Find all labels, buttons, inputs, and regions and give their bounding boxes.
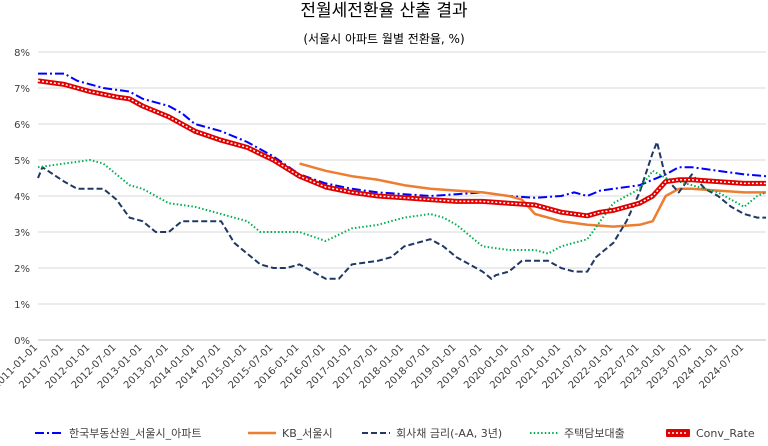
- legend-label: 한국부동산원_서울시_아파트: [69, 427, 201, 440]
- y-tick-label: 2%: [14, 264, 30, 275]
- legend-item: 주택담보대출: [530, 427, 625, 440]
- series-line-4: [37, 159, 767, 255]
- y-tick-label: 6%: [14, 120, 30, 131]
- series-line-5: [37, 78, 766, 219]
- y-tick-label: 4%: [14, 192, 30, 203]
- chart-title: 전월세전환율 산출 결과: [300, 1, 468, 21]
- legend: 한국부동산원_서울시_아파트 KB_서울시 회사채 금리(-AA, 3년) 주택담보대…: [35, 427, 755, 440]
- plot-area: [37, 72, 767, 280]
- legend-label: 회사채 금리(-AA, 3년): [396, 427, 502, 440]
- series-line-1: [38, 72, 767, 199]
- legend-item: KB_서울시: [248, 427, 333, 440]
- y-tick-label: 0%: [14, 336, 30, 347]
- y-tick-label: 3%: [14, 228, 30, 239]
- legend-item: 회사채 금리(-AA, 3년): [362, 427, 502, 440]
- series-line-2: [299, 162, 766, 228]
- chart-subtitle: (서울시 아파트 월별 전환율, %): [303, 32, 464, 46]
- legend-label: 주택담보대출: [564, 427, 625, 440]
- series-line-3: [37, 141, 766, 280]
- legend-item: 한국부동산원_서울시_아파트: [35, 427, 201, 440]
- y-tick-label: 8%: [14, 48, 30, 59]
- y-tick-label: 5%: [14, 156, 30, 167]
- legend-label: KB_서울시: [282, 427, 333, 440]
- legend-item: Conv_Rate: [666, 427, 755, 440]
- y-tick-label: 7%: [14, 84, 30, 95]
- y-tick-label: 1%: [14, 300, 30, 311]
- legend-label: Conv_Rate: [696, 427, 755, 440]
- x-axis: 2011-01-012011-07-012012-01-012012-07-01…: [0, 342, 746, 391]
- y-axis: 0% 1% 2% 3% 4% 5% 6% 7% 8%: [14, 48, 30, 347]
